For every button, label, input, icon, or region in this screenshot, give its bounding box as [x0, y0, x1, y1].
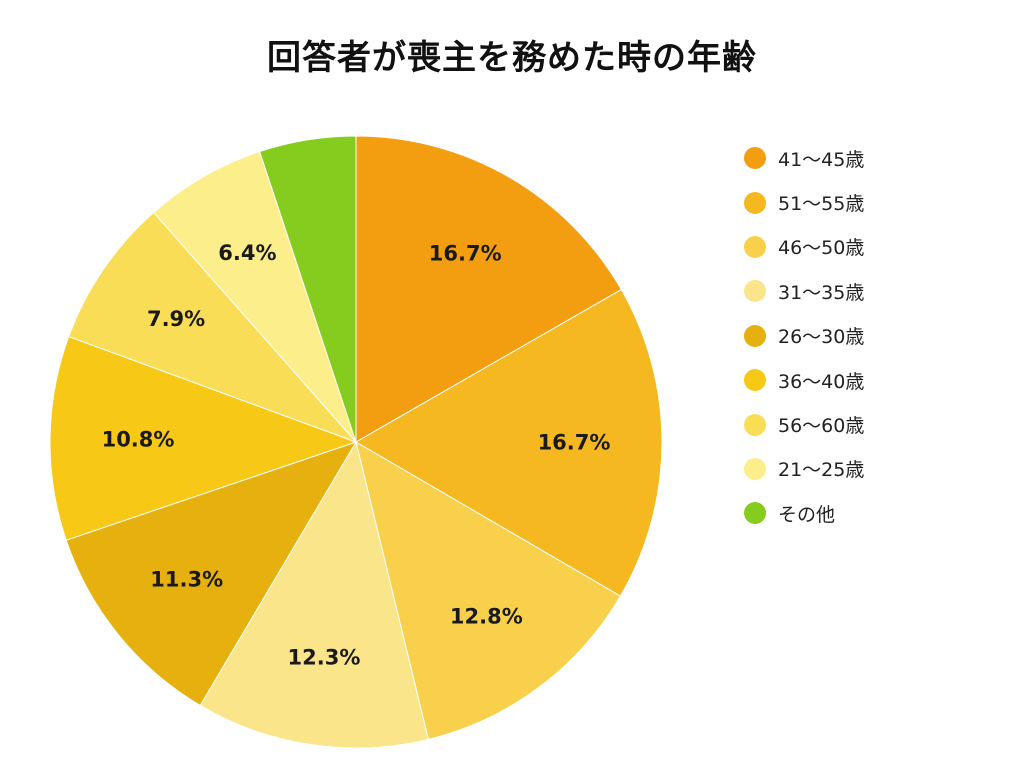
- legend-label: 56〜60歳: [778, 415, 865, 438]
- legend-swatch-icon: [744, 147, 766, 170]
- slice-value-label: 10.8%: [102, 427, 175, 451]
- legend-label: 41〜45歳: [778, 148, 865, 171]
- legend: 41〜45歳 51〜55歳 46〜50歳 31〜35歳 26〜30歳 36〜40歳 56〜6…: [744, 136, 864, 536]
- legend-label: その他: [778, 503, 836, 526]
- pie-labels: 16.7% 16.7% 12.8% 12.3% 11.3% 10.8% 7.9% 6.4%: [102, 241, 611, 670]
- legend-label: 36〜40歳: [778, 370, 865, 393]
- pie-slice-5: [49, 335, 358, 541]
- legend-item: その他: [744, 491, 864, 535]
- slice-value-label: 7.9%: [147, 307, 205, 331]
- legend-item: 26〜30歳: [744, 314, 864, 358]
- legend-label: 26〜30歳: [778, 326, 865, 349]
- pie-slice-6: [68, 211, 357, 443]
- legend-item: 41〜45歳: [744, 136, 864, 180]
- chart-title: 回答者が喪主を務めた時の年齢: [267, 38, 757, 78]
- pie-slice-7: [152, 150, 357, 443]
- pie-slice-0: [355, 135, 623, 443]
- legend-swatch-icon: [744, 369, 766, 392]
- legend-item: 56〜60歳: [744, 402, 864, 446]
- legend-swatch-icon: [744, 280, 766, 303]
- pie-slice-2: [355, 440, 622, 740]
- legend-swatch-icon: [744, 502, 766, 525]
- pie-slice-1: [355, 288, 663, 597]
- legend-label: 51〜55歳: [778, 193, 865, 216]
- pie-slices: [49, 135, 663, 749]
- legend-label: 21〜25歳: [778, 459, 865, 482]
- legend-item: 46〜50歳: [744, 225, 864, 269]
- legend-label: 31〜35歳: [778, 281, 865, 304]
- slice-value-label: 12.3%: [288, 646, 361, 670]
- legend-item: 36〜40歳: [744, 358, 864, 402]
- legend-swatch-icon: [744, 413, 766, 436]
- slice-value-label: 11.3%: [150, 567, 223, 591]
- pie-slice-3: [199, 440, 429, 749]
- pie-slice-4: [65, 441, 358, 707]
- slice-value-label: 16.7%: [538, 431, 611, 455]
- pie-slice-8: [258, 135, 357, 443]
- legend-swatch-icon: [744, 235, 766, 258]
- legend-label: 46〜50歳: [778, 237, 865, 260]
- slice-value-label: 12.8%: [450, 605, 523, 629]
- legend-item: 31〜35歳: [744, 269, 864, 313]
- legend-swatch-icon: [744, 191, 766, 214]
- legend-item: 21〜25歳: [744, 447, 864, 491]
- slice-value-label: 16.7%: [429, 241, 502, 265]
- slice-value-label: 6.4%: [218, 241, 276, 265]
- legend-swatch-icon: [744, 457, 766, 480]
- legend-swatch-icon: [744, 324, 766, 347]
- legend-item: 51〜55歳: [744, 180, 864, 224]
